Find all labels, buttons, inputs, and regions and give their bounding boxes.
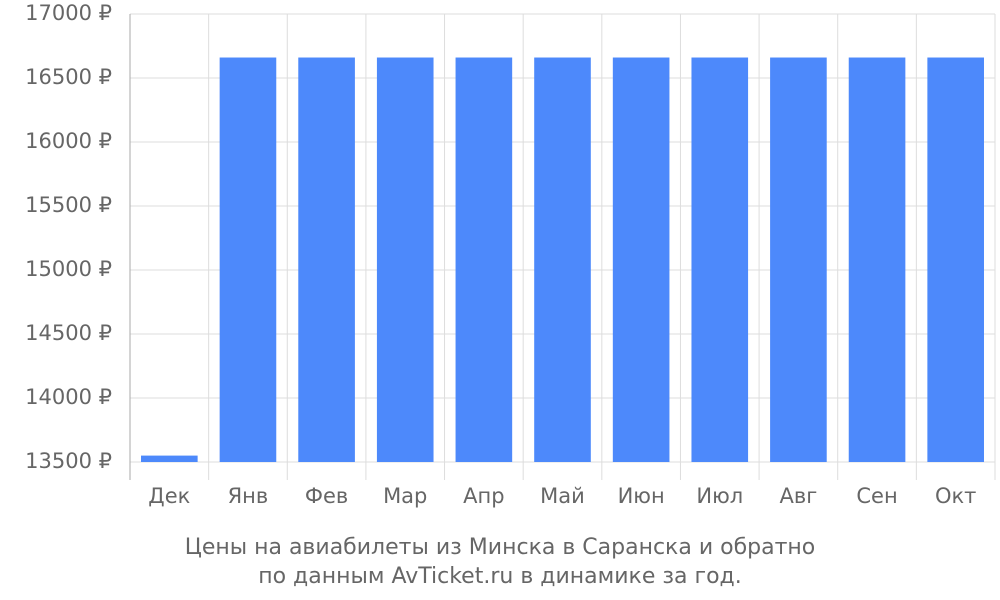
bar bbox=[927, 57, 984, 463]
bar bbox=[770, 57, 827, 463]
bar bbox=[691, 57, 749, 463]
y-tick-label: 14000 ₽ bbox=[25, 385, 112, 409]
x-tick-label: Июн bbox=[618, 484, 665, 508]
x-tick-label: Апр bbox=[463, 484, 504, 508]
y-tick-label: 13500 ₽ bbox=[25, 449, 112, 473]
bar bbox=[298, 57, 355, 463]
chart-caption: Цены на авиабилеты из Минска в Саранска … bbox=[185, 535, 816, 560]
bar bbox=[376, 57, 434, 463]
y-tick-label: 15500 ₽ bbox=[25, 193, 112, 217]
y-tick-label: 16000 ₽ bbox=[25, 129, 112, 153]
x-tick-label: Май bbox=[540, 484, 585, 508]
x-tick-label: Июл bbox=[696, 484, 743, 508]
x-tick-label: Дек bbox=[148, 484, 190, 508]
y-tick-label: 17000 ₽ bbox=[25, 1, 112, 25]
y-tick-label: 14500 ₽ bbox=[25, 321, 112, 345]
bar bbox=[141, 455, 198, 462]
x-tick-label: Янв bbox=[228, 484, 269, 508]
bar bbox=[219, 57, 277, 463]
x-tick-label: Фев bbox=[305, 484, 348, 508]
x-tick-label: Авг bbox=[780, 484, 818, 508]
x-tick-label: Окт bbox=[935, 484, 976, 508]
y-tick-label: 16500 ₽ bbox=[25, 65, 112, 89]
bar bbox=[534, 57, 591, 463]
y-tick-label: 15000 ₽ bbox=[25, 257, 112, 281]
x-tick-label: Мар bbox=[383, 484, 427, 508]
bar bbox=[848, 57, 906, 463]
chart-caption: по данным AvTicket.ru в динамике за год. bbox=[258, 564, 742, 589]
bar bbox=[612, 57, 670, 463]
x-tick-label: Сен bbox=[856, 484, 897, 508]
bar bbox=[455, 57, 513, 463]
